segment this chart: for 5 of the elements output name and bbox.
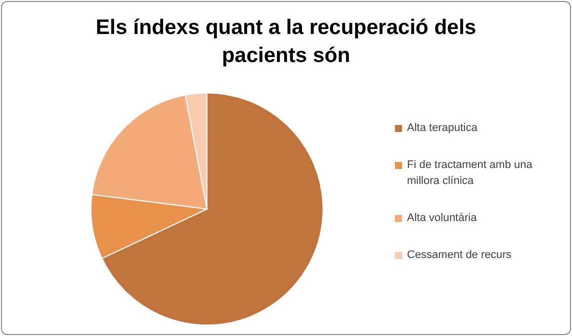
- chart-title: Els índexs quant a la recuperació dels pacients són: [94, 15, 478, 69]
- legend-label: Fi de tractament amb una millora clínica: [407, 158, 534, 189]
- legend-label: Alta voluntària: [407, 211, 477, 226]
- legend-label: Cessament de recurs: [407, 248, 512, 263]
- legend-label: Alta teraputica: [407, 121, 478, 136]
